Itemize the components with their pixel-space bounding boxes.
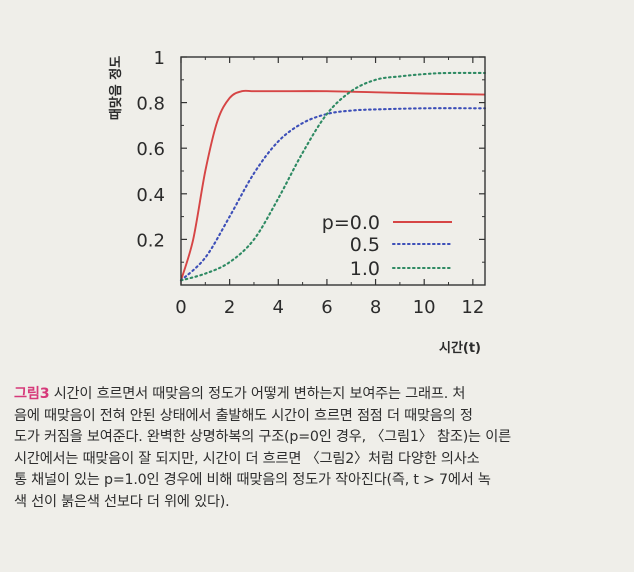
x-tick-label: 4 xyxy=(273,297,284,318)
y-tick-label: 0.2 xyxy=(136,230,165,251)
x-tick-label: 8 xyxy=(370,297,381,318)
caption-line: 색 선이 붉은색 선보다 더 위에 있다). xyxy=(14,493,230,510)
y-tick-label: 0.4 xyxy=(136,185,165,206)
x-tick-label: 6 xyxy=(321,297,332,318)
x-tick-label: 10 xyxy=(413,297,436,318)
caption-line: 그림3 시간이 흐르면서 때맞음의 정도가 어떻게 변하는지 보여주는 그래프.… xyxy=(14,386,466,402)
line-chart: 0.2 0.4 0.6 0.8 1 0 2 4 6 8 10 12 p=0.00.51.0 때맞음 … xyxy=(108,48,487,356)
caption-line: 시간에서는 때맞음이 잘 되지만, 시간이 더 흐르면 〈그림2〉처럼 다양한 … xyxy=(14,450,480,467)
legend: p=0.00.51.0 xyxy=(322,212,454,280)
x-tick-label: 2 xyxy=(224,297,235,318)
series-line-2 xyxy=(179,71,487,282)
plot-series xyxy=(179,71,487,282)
caption-line: 도가 커짐을 보여준다. 완벽한 상명하복의 구조(p=0인 경우, 〈그림1〉… xyxy=(14,429,511,446)
y-tick-label: 0.8 xyxy=(136,94,165,115)
y-axis-ticks: 0.2 0.4 0.6 0.8 1 xyxy=(136,48,485,263)
y-axis-label: 때맞음 정도 xyxy=(108,56,124,120)
plot-frame xyxy=(180,56,486,286)
figure-label: 그림3 xyxy=(14,386,50,402)
x-tick-label: 12 xyxy=(461,297,484,318)
legend-label: p=0.0 xyxy=(322,212,380,234)
y-tick-label: 1 xyxy=(154,48,165,69)
series-line-1 xyxy=(179,107,487,282)
caption-line: 통 채널이 있는 p=1.0인 경우에 비해 때맞음의 정도가 작아진다(즉, … xyxy=(14,472,491,489)
y-tick-label: 0.6 xyxy=(136,139,165,160)
x-axis-label: 시간(t) xyxy=(439,340,481,356)
legend-label: 1.0 xyxy=(350,258,380,280)
series-line-0 xyxy=(180,89,486,281)
legend-label: 0.5 xyxy=(350,234,380,256)
x-tick-label: 0 xyxy=(175,297,186,318)
figure-caption: 그림3 시간이 흐르면서 때맞음의 정도가 어떻게 변하는지 보여주는 그래프.… xyxy=(14,384,616,514)
x-axis-ticks: 0 2 4 6 8 10 12 xyxy=(175,57,484,318)
caption-line: 음에 때맞음이 전혀 안된 상태에서 출발해도 시간이 흐르면 점점 더 때맞음… xyxy=(14,407,473,424)
